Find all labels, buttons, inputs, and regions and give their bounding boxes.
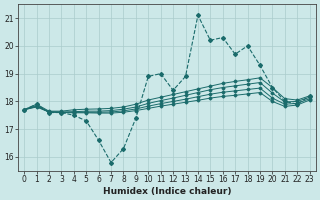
X-axis label: Humidex (Indice chaleur): Humidex (Indice chaleur) (103, 187, 231, 196)
